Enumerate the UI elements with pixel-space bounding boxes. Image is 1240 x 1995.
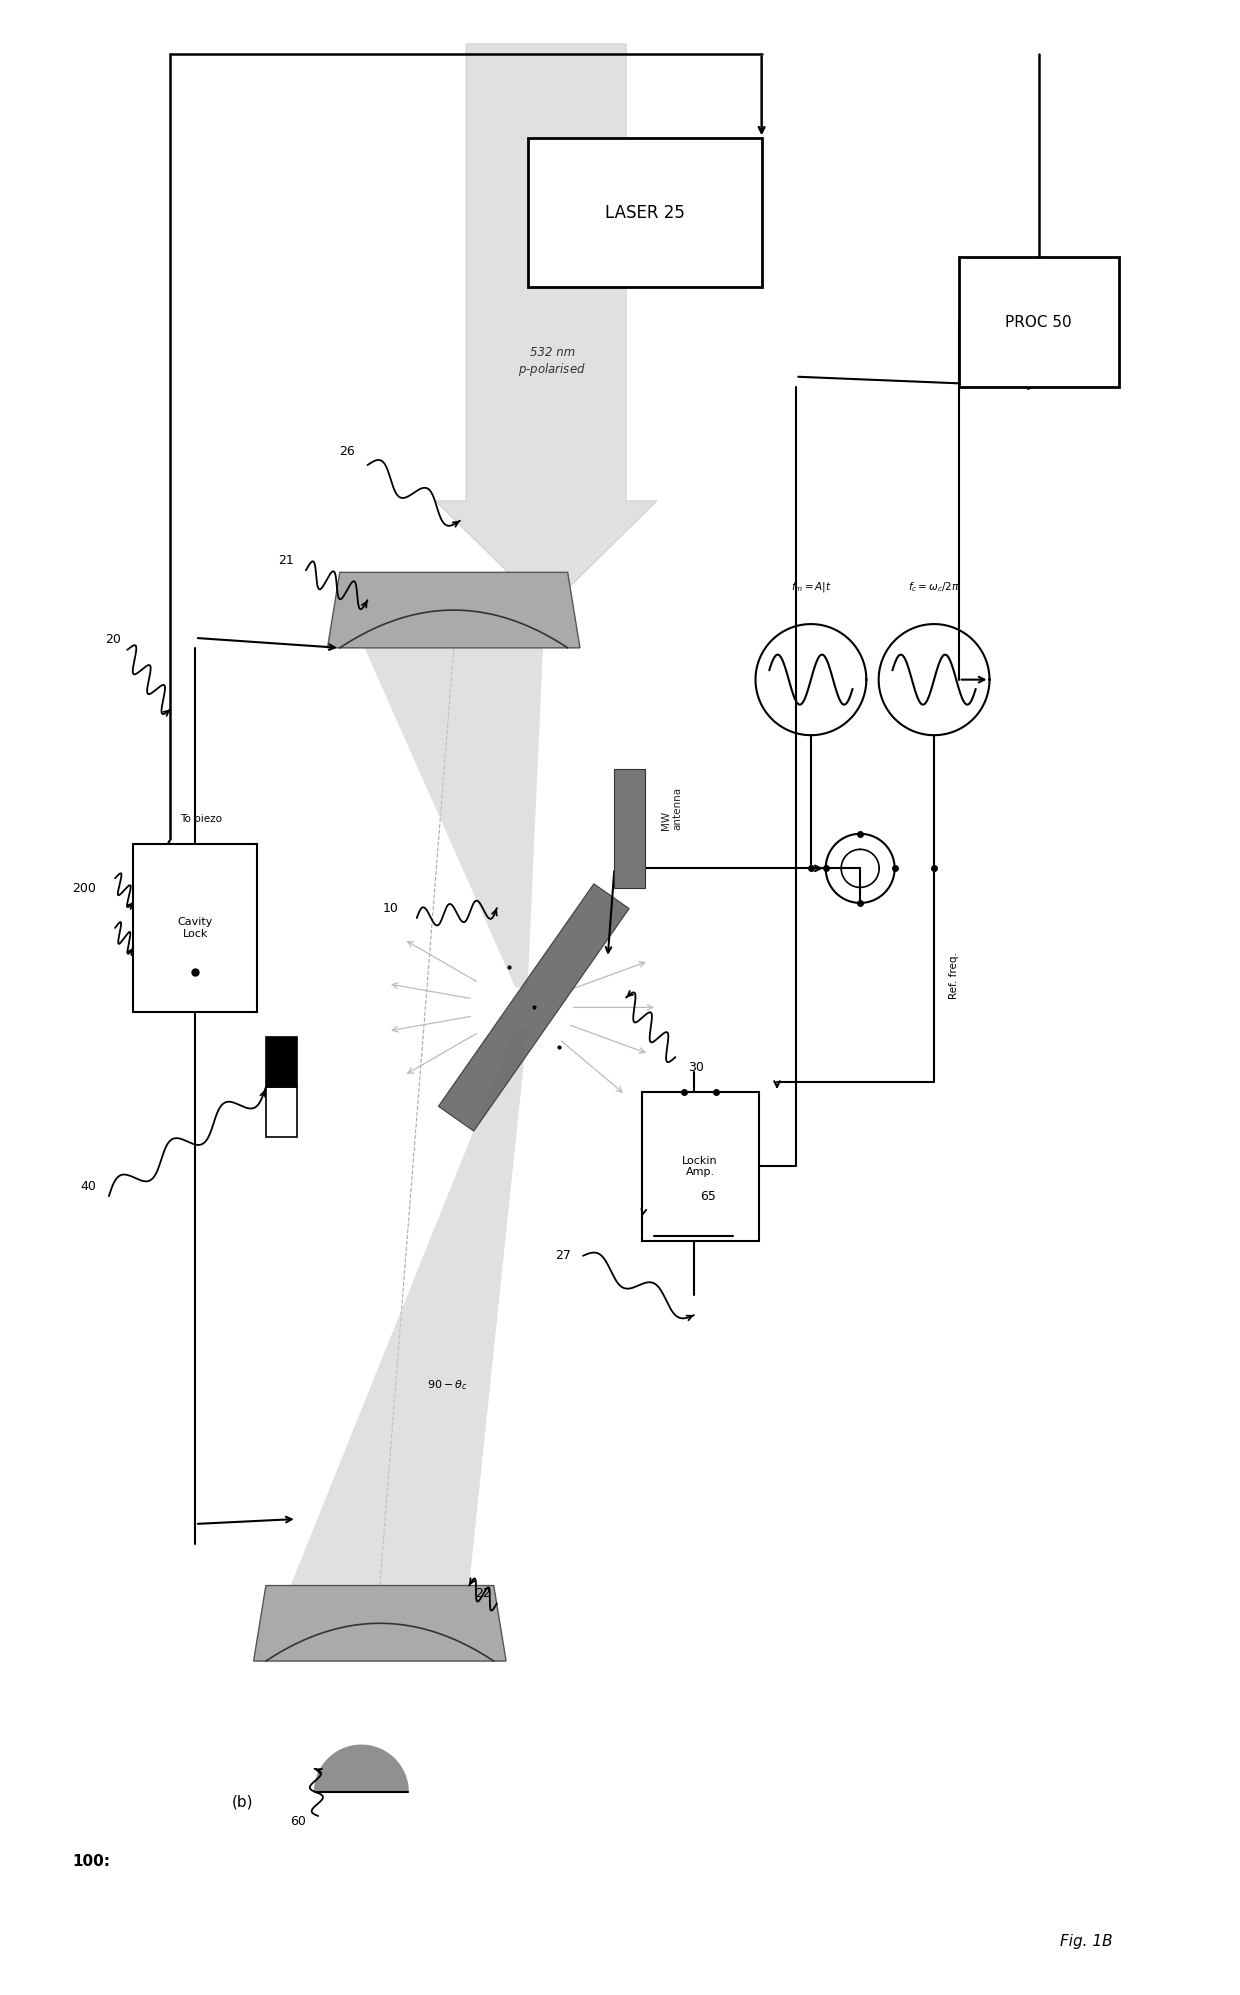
Text: (b): (b) — [232, 1796, 253, 1809]
Text: 26: 26 — [340, 445, 355, 457]
Bar — [959, 257, 1118, 387]
Text: 532 nm
$p$-polarised: 532 nm $p$-polarised — [518, 345, 587, 377]
Text: 22: 22 — [475, 1586, 491, 1600]
Text: To piezo: To piezo — [180, 814, 222, 824]
Text: Cavity
Lock: Cavity Lock — [177, 918, 213, 940]
Bar — [615, 768, 645, 888]
Text: PROC 50: PROC 50 — [1006, 315, 1073, 329]
Polygon shape — [439, 884, 629, 1131]
Text: 20: 20 — [105, 632, 122, 646]
Bar — [265, 1037, 296, 1087]
Text: 21: 21 — [278, 555, 294, 567]
Polygon shape — [315, 1746, 408, 1792]
Text: Ref. freq.: Ref. freq. — [949, 952, 959, 999]
Text: $f_c = \omega_c/2\pi$: $f_c = \omega_c/2\pi$ — [908, 581, 960, 595]
Text: $90-\theta_c$: $90-\theta_c$ — [427, 1379, 467, 1393]
Polygon shape — [365, 648, 543, 988]
Text: 30: 30 — [688, 1061, 703, 1073]
Text: 65: 65 — [701, 1189, 715, 1203]
Bar — [134, 844, 257, 1011]
Polygon shape — [435, 44, 657, 610]
Text: Lockin
Amp.: Lockin Amp. — [682, 1155, 718, 1177]
Bar — [528, 138, 761, 287]
Polygon shape — [327, 573, 580, 648]
Text: 27: 27 — [554, 1249, 570, 1263]
Text: 100:: 100: — [72, 1853, 110, 1869]
Text: 200: 200 — [72, 882, 95, 894]
Text: 10: 10 — [382, 902, 398, 914]
Text: Fig. 1B: Fig. 1B — [1060, 1933, 1112, 1949]
Polygon shape — [655, 1197, 733, 1235]
Polygon shape — [290, 1027, 528, 1586]
Bar — [265, 1087, 296, 1137]
Text: $f_m = A|t$: $f_m = A|t$ — [791, 581, 831, 595]
Text: MW
antenna: MW antenna — [661, 788, 682, 830]
Bar — [641, 1091, 759, 1241]
Text: 60: 60 — [290, 1815, 306, 1829]
Text: LASER 25: LASER 25 — [605, 203, 684, 221]
Text: 40: 40 — [81, 1179, 97, 1193]
Polygon shape — [253, 1586, 506, 1662]
